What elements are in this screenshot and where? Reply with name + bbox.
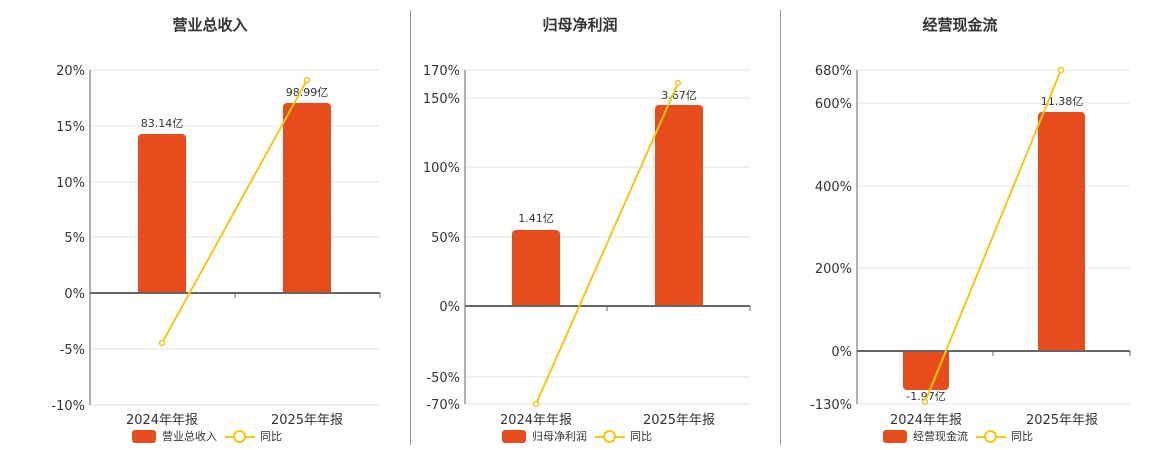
chart-title-revenue: 营业总收入 bbox=[172, 16, 248, 34]
chart-title-net-profit: 归母净利润 bbox=[542, 16, 618, 34]
legend-line-label[interactable]: 同比 bbox=[630, 430, 652, 443]
y-tick: -10% bbox=[51, 399, 85, 414]
y-tick: -5% bbox=[60, 343, 85, 358]
gridlines bbox=[465, 69, 750, 405]
y-tick: 0% bbox=[64, 287, 85, 302]
legend-line-label[interactable]: 同比 bbox=[260, 430, 282, 443]
bar-value-label: 83.14亿 bbox=[141, 117, 184, 130]
yoy-line bbox=[161, 79, 308, 344]
legend-line-swatch-icon[interactable] bbox=[225, 429, 255, 443]
y-tick: 200% bbox=[815, 262, 852, 277]
x-tick: 2024年年报 bbox=[890, 413, 962, 428]
y-tick: -50% bbox=[426, 371, 460, 386]
yoy-point[interactable] bbox=[303, 76, 311, 84]
bar-2024[interactable] bbox=[138, 134, 186, 293]
y-tick: -130% bbox=[810, 398, 852, 413]
legend-line-label[interactable]: 同比 bbox=[1011, 430, 1033, 443]
y-tick: 170% bbox=[423, 64, 460, 79]
legend-net-profit: 归母净利润 同比 bbox=[502, 428, 652, 444]
panel-divider bbox=[780, 10, 781, 445]
bar-value-label: 11.38亿 bbox=[1041, 95, 1084, 108]
y-tick: 150% bbox=[423, 92, 460, 107]
bar-value-label: 1.41亿 bbox=[518, 212, 554, 225]
chart-net-profit: 170% 150% 100% 50% 0% -50% -70% 1.41亿 3.… bbox=[423, 64, 751, 428]
y-tick: 400% bbox=[815, 180, 852, 195]
yoy-point[interactable] bbox=[532, 400, 540, 408]
x-tick: 2025年年报 bbox=[271, 413, 343, 428]
gridlines bbox=[90, 69, 380, 406]
bar-value-label: 3.67亿 bbox=[661, 89, 697, 102]
legend-bar-swatch-icon[interactable] bbox=[502, 429, 526, 443]
yoy-line bbox=[535, 82, 679, 405]
x-tick: 2025年年报 bbox=[1026, 413, 1098, 428]
legend-bar-label[interactable]: 营业总收入 bbox=[162, 430, 217, 443]
yoy-point[interactable] bbox=[158, 339, 166, 347]
chart-title-operating-cashflow: 经营现金流 bbox=[922, 16, 998, 34]
legend-line-swatch-icon[interactable] bbox=[976, 429, 1006, 443]
x-tick: 2024年年报 bbox=[126, 413, 198, 428]
y-tick: 10% bbox=[56, 176, 85, 191]
y-tick: 680% bbox=[815, 64, 852, 79]
x-tick: 2025年年报 bbox=[643, 413, 715, 428]
y-tick: 100% bbox=[423, 161, 460, 176]
legend-bar-label[interactable]: 归母净利润 bbox=[532, 430, 587, 443]
x-tick: 2024年年报 bbox=[500, 413, 572, 428]
yoy-point[interactable] bbox=[1057, 66, 1065, 74]
bar-value-label: -1.97亿 bbox=[906, 390, 945, 403]
bar-2025[interactable] bbox=[655, 105, 703, 306]
yoy-point[interactable] bbox=[921, 398, 929, 406]
y-tick: 600% bbox=[815, 97, 852, 112]
bar-2025[interactable] bbox=[283, 103, 331, 293]
y-tick: 15% bbox=[56, 120, 85, 135]
legend-revenue: 营业总收入 同比 bbox=[132, 428, 282, 444]
legend-bar-label[interactable]: 经营现金流 bbox=[913, 430, 968, 443]
y-tick: -70% bbox=[426, 398, 460, 413]
bar-2024[interactable] bbox=[903, 351, 949, 390]
bar-2024[interactable] bbox=[512, 230, 560, 306]
bar-2025[interactable] bbox=[1038, 112, 1085, 351]
legend-operating-cashflow: 经营现金流 同比 bbox=[883, 428, 1033, 444]
yoy-line bbox=[924, 69, 1062, 403]
legend-line-swatch-icon[interactable] bbox=[595, 429, 625, 443]
bar-value-label: 98.99亿 bbox=[286, 86, 329, 99]
y-tick: 50% bbox=[431, 231, 460, 246]
y-tick: 20% bbox=[56, 64, 85, 79]
y-tick: 0% bbox=[831, 345, 852, 360]
y-tick: 5% bbox=[64, 231, 85, 246]
legend-bar-swatch-icon[interactable] bbox=[132, 429, 156, 443]
panel-divider bbox=[410, 10, 411, 445]
chart-operating-cashflow: 680% 600% 400% 200% 0% -130% -1.97亿 11.3… bbox=[810, 64, 1131, 428]
y-tick: 0% bbox=[439, 300, 460, 315]
legend-bar-swatch-icon[interactable] bbox=[883, 429, 907, 443]
chart-revenue: 20% 15% 10% 5% 0% -5% -10% 83.14亿 98.99亿… bbox=[51, 64, 381, 428]
yoy-point[interactable] bbox=[674, 79, 682, 87]
